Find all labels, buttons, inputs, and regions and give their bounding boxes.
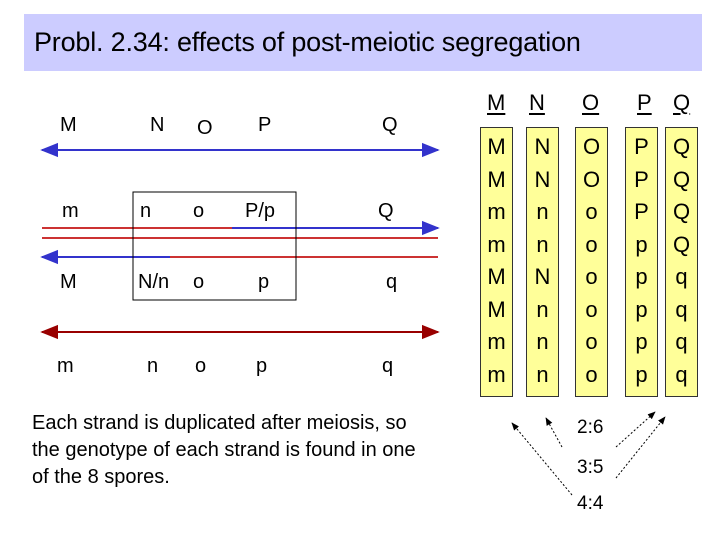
spore-cell: P (634, 199, 649, 224)
spore-cell: q (675, 361, 688, 387)
spore-cell: q (675, 329, 688, 354)
strand-3-label-n: N/n (138, 271, 170, 293)
spore-cell: o (585, 296, 598, 322)
strand-2-label-p: P/p (245, 200, 276, 222)
spore-cell: o (585, 264, 598, 289)
strand-3-label-p: p (258, 271, 270, 293)
strand-4-label-m: m (57, 355, 74, 377)
strand-1-label-n: N (150, 114, 165, 136)
column-header-q: Q (673, 90, 691, 115)
spore-cell: N (534, 264, 551, 289)
column-header-m: M (487, 90, 506, 115)
spore-cell: n (536, 329, 549, 354)
ratio-label-3-5: 3:5 (577, 457, 604, 478)
column-header-n: N (529, 90, 545, 115)
spore-cell: O (582, 166, 601, 192)
spore-cell: p (635, 329, 648, 354)
spore-cell: N (534, 134, 551, 159)
ratio-4-4-arrow-left (511, 422, 573, 496)
spore-cell: p (635, 231, 648, 257)
strand-4-label-n: n (147, 355, 159, 377)
segregation-box (132, 191, 297, 301)
strand-2-label-o: o (193, 200, 205, 222)
column-header-o: O (582, 90, 600, 115)
ratio-2-6-arrow (545, 417, 563, 448)
strand-1-label-q: Q (382, 114, 398, 136)
spore-cell: m (487, 231, 506, 257)
ratio-4-4-arrow-right (615, 416, 666, 479)
spore-cell: p (635, 361, 648, 387)
spore-cell: o (585, 199, 598, 224)
ratio-label-4-4: 4:4 (577, 493, 604, 514)
spore-cell: Q (672, 199, 691, 224)
slide-title: Probl. 2.34: effects of post-meiotic seg… (34, 27, 581, 57)
explanation-note: Each strand is duplicated after meiosis,… (32, 412, 416, 488)
spore-cell: Q (672, 231, 691, 257)
spore-cell: o (585, 231, 598, 257)
spore-cell: n (536, 199, 549, 224)
spore-cell: n (536, 296, 549, 322)
spore-cell: p (635, 296, 648, 322)
spore-cell: q (675, 264, 688, 289)
spore-cell: O (582, 134, 601, 159)
title-bar: Probl. 2.34: effects of post-meiotic seg… (24, 14, 702, 71)
strand-4-label-o: o (195, 355, 207, 377)
spore-cell: M (487, 166, 506, 192)
strand-3-label-m: M (60, 271, 77, 293)
spore-cell: N (534, 166, 551, 192)
spore-cell: n (536, 231, 549, 257)
spore-cell: Q (672, 166, 691, 192)
spore-cell: M (487, 264, 506, 289)
spore-cell: m (487, 199, 506, 224)
spore-cell: Q (672, 134, 691, 159)
ratio-2-6-arrow-right (615, 411, 656, 448)
spore-cell: P (634, 166, 649, 192)
strand-1-label-o: O (197, 117, 213, 139)
spore-cell: n (536, 361, 549, 387)
strand-3-label-q: q (386, 271, 398, 293)
strand-4-label-q: q (382, 355, 394, 377)
strand-4-label-p: p (256, 355, 268, 377)
ratio-label-2-6: 2:6 (577, 417, 604, 438)
spore-cell: M (487, 134, 506, 159)
column-header-p: P (637, 90, 652, 115)
strand-3-label-o: o (193, 271, 205, 293)
strand-1-label-m: M (60, 114, 77, 136)
strand-1-label-p: P (258, 114, 272, 136)
spore-cell: o (585, 329, 598, 354)
strand-2-label-n: n (140, 200, 152, 222)
spore-cell: m (487, 329, 506, 354)
spore-cell: q (675, 296, 688, 322)
spore-cell: o (585, 361, 598, 387)
spore-cell: p (635, 264, 648, 289)
spore-cell: P (634, 134, 649, 159)
strand-2-label-q: Q (378, 200, 394, 222)
spore-cell: m (487, 361, 506, 387)
strand-2-label-m: m (62, 200, 79, 222)
spore-cell: M (487, 296, 506, 322)
